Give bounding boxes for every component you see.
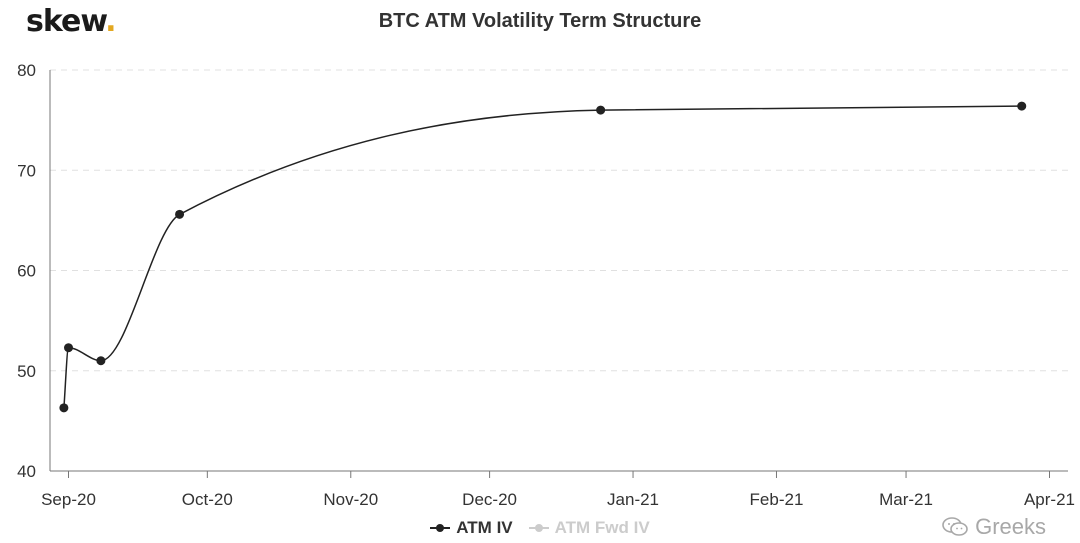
y-tick-label-50: 50: [17, 362, 36, 381]
watermark-text: Greeks: [975, 514, 1046, 539]
x-tick-label-3: Dec-20: [462, 490, 517, 509]
legend-swatch-atm-iv: [430, 522, 451, 534]
data-point-0-3: [175, 209, 185, 219]
data-point-0-4: [596, 105, 606, 115]
skew-logo: skew.: [26, 4, 117, 39]
y-tick-label-80: 80: [17, 61, 36, 80]
watermark: Greeks: [941, 514, 1046, 540]
chart-title: BTC ATM Volatility Term Structure: [378, 10, 702, 32]
data-point-0-1: [64, 343, 74, 353]
x-tick-label-6: Mar-21: [879, 490, 933, 509]
y-tick-label-40: 40: [17, 462, 36, 481]
x-tick-label-2: Nov-20: [323, 490, 378, 509]
legend-item-atm-iv[interactable]: ATM IV: [430, 518, 513, 538]
chart-legend: ATM IV ATM Fwd IV: [0, 518, 1080, 538]
legend-label-atm-fwd-iv: ATM Fwd IV: [554, 518, 650, 537]
logo-dot: .: [105, 4, 116, 39]
y-tick-label-70: 70: [17, 161, 36, 180]
legend-item-atm-fwd-iv[interactable]: ATM Fwd IV: [528, 518, 650, 538]
x-tick-label-4: Jan-21: [607, 490, 659, 509]
series-line-0: [63, 105, 1022, 408]
logo-text: skew: [26, 4, 106, 39]
x-tick-label-7: Apr-21: [1024, 490, 1075, 509]
data-point-0-5: [1017, 101, 1027, 111]
x-tick-label-1: Oct-20: [182, 490, 233, 509]
data-point-0-2: [96, 356, 106, 366]
legend-swatch-atm-fwd-iv: [528, 522, 549, 534]
wechat-icon: [942, 517, 968, 536]
legend-label-atm-iv: ATM IV: [456, 518, 513, 537]
x-tick-label-0: Sep-20: [41, 490, 96, 509]
data-point-0-0: [59, 403, 69, 413]
x-tick-label-5: Feb-21: [750, 490, 804, 509]
y-tick-label-60: 60: [17, 262, 36, 281]
